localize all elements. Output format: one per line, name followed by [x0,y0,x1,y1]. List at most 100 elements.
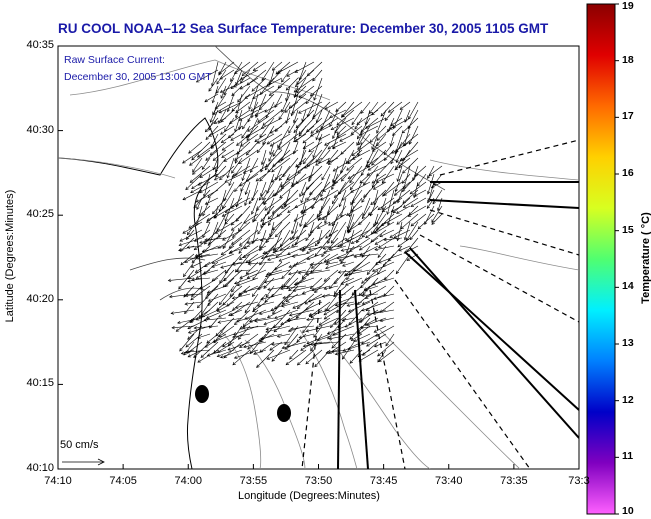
current-vector-head [248,200,252,205]
current-vector [251,93,259,118]
current-vector-head [398,164,402,169]
current-vector-head [378,358,382,362]
current-vector [322,205,339,220]
current-vector [290,229,299,241]
current-vector [338,293,363,303]
current-vector-head [272,163,276,168]
current-vector [397,237,411,248]
current-vector-head [348,272,352,276]
current-vector-head [397,244,401,248]
current-vector [195,245,219,257]
current-vector-head [383,151,388,156]
current-vector-head [390,209,395,213]
current-vector [257,221,267,235]
current-vector-head [207,298,212,302]
current-vector-head [191,278,195,282]
current-vector-head [266,211,270,215]
current-vector-head [285,87,290,91]
current-vector-head [376,137,380,141]
current-vector-head [223,91,227,96]
current-vector [266,133,283,145]
current-vector [403,197,419,208]
current-vector [272,245,299,253]
x-tick-label: 73:55 [239,475,268,487]
current-vector-head [410,223,415,227]
current-vector [267,285,291,290]
current-vector-head [274,233,279,238]
current-vector [414,165,427,177]
y-tick-label: 40:35 [26,39,54,51]
current-vector [365,285,387,299]
current-vector [340,229,347,247]
current-vector-head [305,360,309,365]
current-vector [202,197,211,216]
current-vector [354,117,363,130]
current-vector-head [234,157,238,161]
current-vector-head [387,128,391,133]
current-vector [199,165,219,178]
current-vector-head [365,163,370,167]
current-vector [220,125,235,135]
current-vector [189,309,211,323]
colorbar-label: Temperature ( °C) [640,212,651,304]
current-vector-head [229,250,234,254]
current-vector [274,117,291,132]
colorbar [586,3,616,515]
current-vector-head [341,197,345,201]
current-vector [335,301,355,306]
current-vector-head [344,237,349,241]
current-vector [219,189,227,212]
current-vector-head [427,199,431,204]
current-vector [225,277,235,287]
current-vector-head [269,143,274,147]
current-vector [213,149,227,161]
current-vector [383,149,395,161]
current-vector [272,301,283,315]
current-vector-head [218,71,222,75]
current-vector-head [195,317,200,321]
current-vector-head [228,120,233,125]
current-vector [213,157,219,170]
current-vector [377,197,395,211]
current-vector [310,85,323,97]
current-vector [240,133,259,147]
current-vector [285,85,291,102]
current-vector-head [284,109,288,113]
y-tick-label: 40:10 [26,462,54,474]
current-vector [399,149,419,162]
current-vector [389,229,403,238]
current-vector [233,77,251,88]
current-vector [373,293,395,300]
current-vector [220,109,235,123]
current-vector [231,213,243,226]
current-vector [316,109,323,123]
current-vector-head [304,223,308,227]
axis-ticks [57,45,580,470]
current-vector-head [414,193,418,197]
current-vector [308,141,323,153]
current-vector [247,117,267,132]
current-vector-head [292,263,297,267]
current-vector [298,117,315,135]
current-vector-head [233,84,237,88]
current-vector-head [358,141,362,146]
current-vector [222,141,235,151]
current-vector-head [282,295,286,300]
current-vector [324,205,331,224]
current-vector-head [286,318,290,323]
current-vector-head [208,88,212,92]
current-vector-head [330,240,335,244]
current-vector [294,277,315,285]
current-vector-head [211,260,216,264]
current-vector [188,141,203,154]
current-vector [231,165,251,178]
y-axis-label: Latitude (Degrees:Minutes) [4,189,16,323]
current-vector-head [341,356,346,360]
current-vector-head [194,238,198,242]
current-vector [351,285,363,295]
current-vector-head [235,81,239,86]
current-vector-head [264,207,268,211]
current-vector-head [328,161,332,166]
current-vector-head [306,128,310,133]
current-vector [348,301,371,313]
